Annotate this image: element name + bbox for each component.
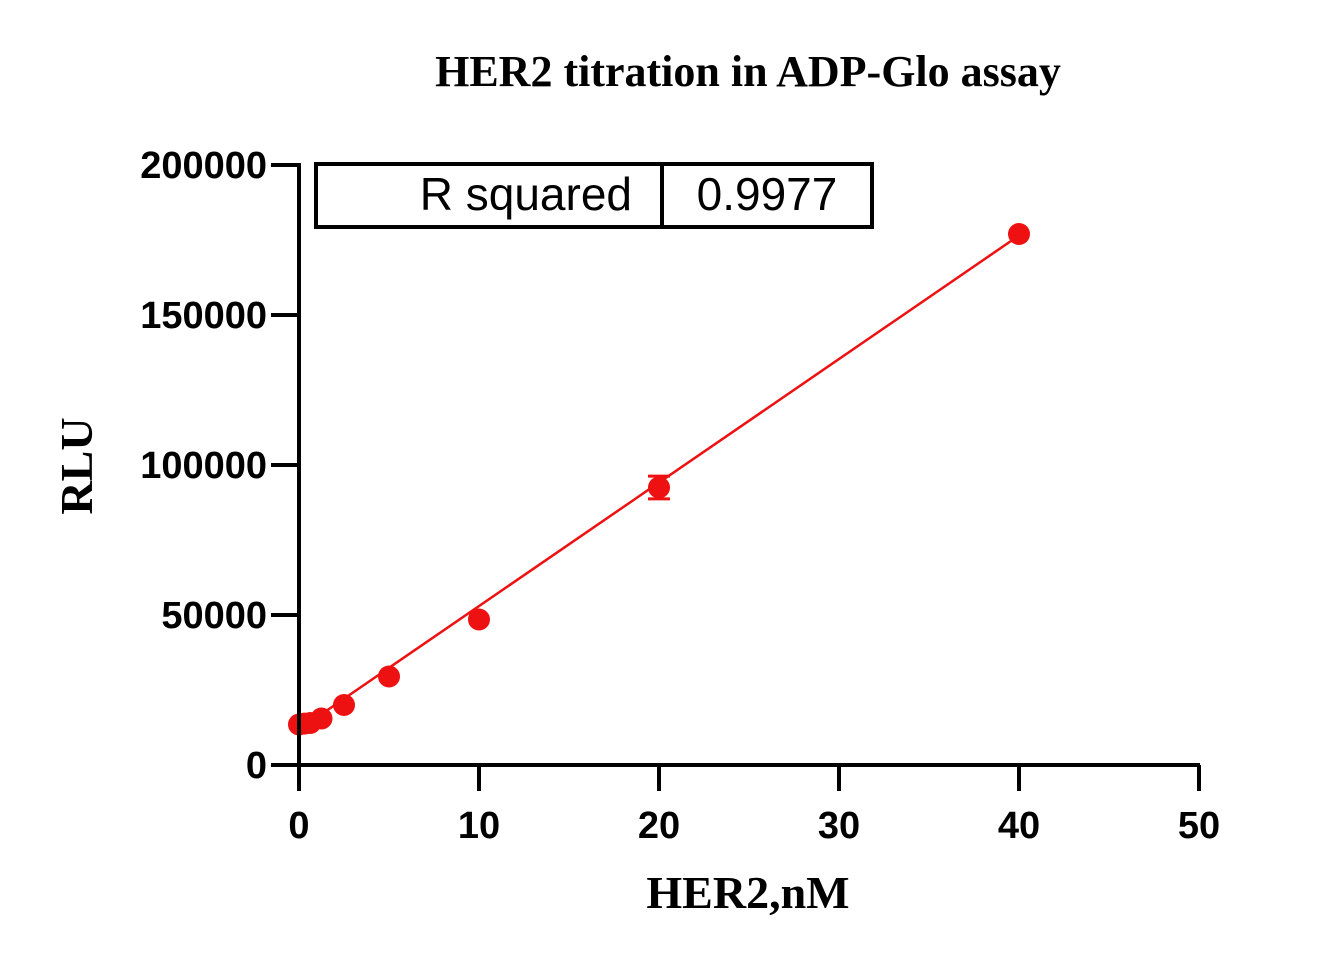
y-tick-label: 200000 <box>140 145 267 187</box>
r-squared-box: R squared 0.9977 <box>314 162 874 229</box>
x-tick-label: 50 <box>1178 805 1220 847</box>
data-point <box>333 694 355 716</box>
plot-layer <box>288 223 1030 736</box>
x-tick-label: 30 <box>818 805 860 847</box>
x-tick-label: 0 <box>288 805 309 847</box>
data-point <box>468 608 490 631</box>
x-tick-label: 10 <box>458 805 500 847</box>
data-point <box>310 707 333 730</box>
chart-title: HER2 titration in ADP-Glo assay <box>435 47 1061 96</box>
r-squared-value: 0.9977 <box>697 168 838 220</box>
x-ticks: 0 10 20 30 40 50 <box>288 765 1220 847</box>
y-ticks: 0 50000 100000 150000 200000 <box>140 145 299 787</box>
y-tick-label: 150000 <box>140 295 267 337</box>
y-tick-label: 50000 <box>161 595 267 637</box>
data-point <box>648 476 670 499</box>
x-tick-label: 20 <box>638 805 680 847</box>
y-axis-label: RLU <box>51 417 102 514</box>
y-tick-label: 0 <box>246 745 267 787</box>
data-point <box>1008 223 1030 245</box>
r-squared-label: R squared <box>420 168 632 220</box>
x-tick-label: 40 <box>998 805 1040 847</box>
y-tick-label: 100000 <box>140 445 267 487</box>
x-axis-label: HER2,nM <box>646 867 849 918</box>
r-squared-box-frame <box>314 162 874 229</box>
data-point <box>378 665 400 688</box>
